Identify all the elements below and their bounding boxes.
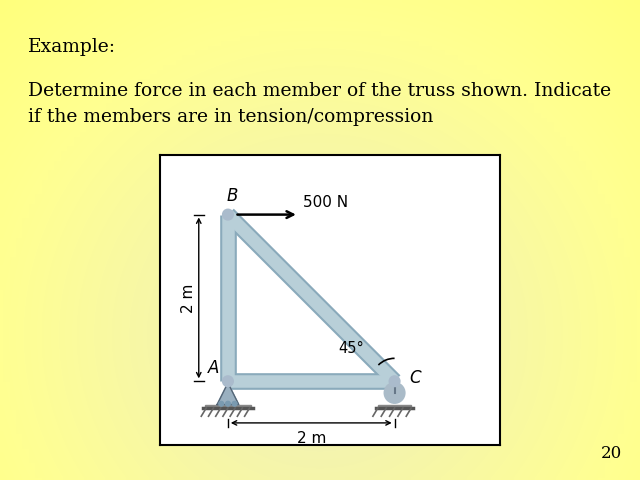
Text: Determine force in each member of the truss shown. Indicate
if the members are i: Determine force in each member of the tr… xyxy=(28,82,611,126)
Circle shape xyxy=(232,401,237,406)
Polygon shape xyxy=(205,405,252,408)
Text: 2 m: 2 m xyxy=(181,283,196,312)
Text: 2 m: 2 m xyxy=(296,431,326,446)
Text: 500 N: 500 N xyxy=(303,194,348,210)
Polygon shape xyxy=(378,405,412,408)
Circle shape xyxy=(219,401,224,406)
Text: 45°: 45° xyxy=(339,341,364,356)
Circle shape xyxy=(385,383,404,403)
Circle shape xyxy=(225,401,230,406)
Circle shape xyxy=(390,376,399,386)
Text: B: B xyxy=(227,187,238,204)
Circle shape xyxy=(223,376,233,386)
Text: Example:: Example: xyxy=(28,38,116,56)
Text: A: A xyxy=(208,359,220,377)
Text: C: C xyxy=(410,369,421,387)
Circle shape xyxy=(223,210,233,219)
Polygon shape xyxy=(217,383,239,405)
Text: 20: 20 xyxy=(601,445,622,462)
